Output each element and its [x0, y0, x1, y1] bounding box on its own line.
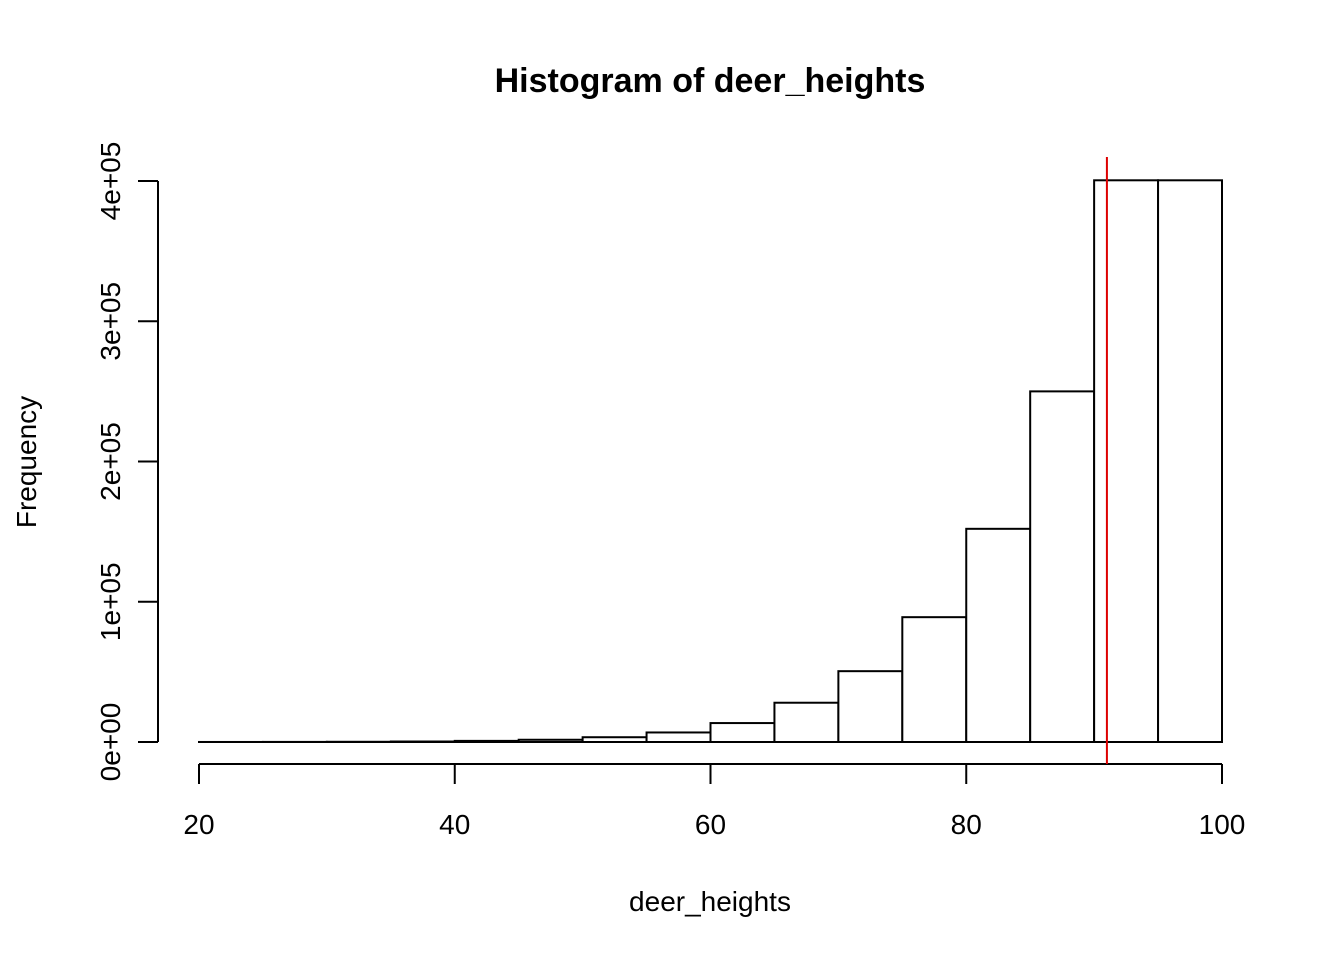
histogram-bar [1157, 179, 1223, 743]
x-tick-label: 40 [439, 809, 470, 840]
histogram-bar [517, 738, 584, 743]
x-tick-label: 60 [695, 809, 726, 840]
histogram-bar [645, 731, 712, 744]
histogram-bar [581, 736, 648, 744]
x-axis-label: deer_heights [629, 886, 791, 917]
histogram-bar [901, 616, 968, 743]
histogram-bar [1029, 390, 1096, 743]
histogram-bar [773, 701, 840, 743]
x-tick-label: 20 [183, 809, 214, 840]
y-tick-label: 4e+05 [95, 142, 126, 221]
y-tick-label: 3e+05 [95, 282, 126, 361]
chart-title: Histogram of deer_heights [495, 62, 926, 100]
y-axis-label: Frequency [11, 396, 42, 528]
histogram-bar [453, 739, 520, 743]
histogram-bar [709, 722, 776, 743]
bars-group [198, 179, 1223, 744]
y-tick-label: 2e+05 [95, 422, 126, 501]
x-axis: 20 40 60 80 100 [183, 763, 1246, 840]
histogram-bar [837, 670, 904, 744]
histogram-bar [965, 527, 1032, 743]
y-tick-label: 1e+05 [95, 562, 126, 641]
histogram-bar [1093, 179, 1160, 743]
x-tick-label: 80 [951, 809, 982, 840]
y-axis: 0e+00 1e+05 2e+05 3e+05 4e+05 [95, 142, 159, 782]
y-tick-label: 0e+00 [95, 703, 126, 782]
x-tick-label: 100 [1199, 809, 1246, 840]
